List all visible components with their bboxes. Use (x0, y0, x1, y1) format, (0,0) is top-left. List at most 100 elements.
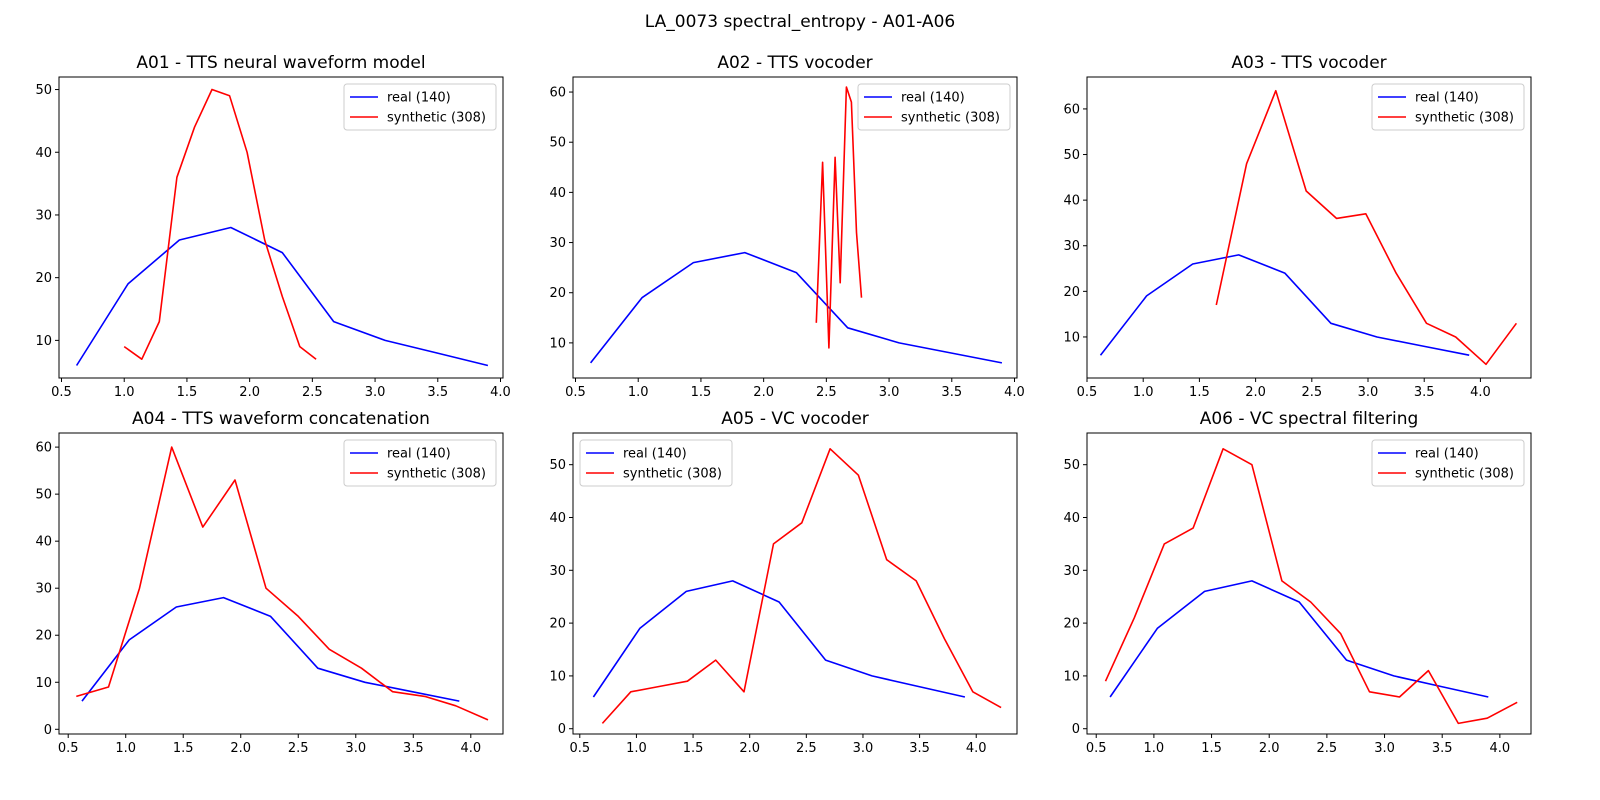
y-tick-label: 30 (549, 564, 566, 579)
legend-label: synthetic (308) (901, 111, 1000, 126)
panel-title: A05 - VC vocoder (721, 409, 869, 429)
legend: real (140) synthetic (308) (1371, 439, 1525, 487)
x-tick-label: 1.5 (691, 385, 712, 400)
x-tick-label: 3.0 (879, 385, 900, 400)
y-tick-label: 10 (549, 669, 566, 684)
panel-6: A06 - VC spectral filtering 0.5 1.0 1.5 2.0 2… (1063, 409, 1532, 756)
y-tick-label: 30 (1063, 564, 1080, 579)
series-line-synthetic (76, 446, 489, 721)
x-tick-label: 4.0 (1490, 741, 1511, 756)
x-tick-label: 0.5 (51, 385, 72, 400)
series-line-synthetic (601, 447, 1002, 724)
y-tick-label: 40 (35, 535, 52, 550)
legend: real (140) synthetic (308) (1371, 83, 1525, 131)
x-tick-label: 4.0 (1470, 385, 1491, 400)
y-tick-label: 60 (549, 86, 566, 101)
x-tick-label: 2.5 (288, 741, 309, 756)
y-tick-label: 40 (1063, 194, 1080, 209)
legend: real (140) synthetic (308) (857, 83, 1011, 131)
panel-title: A01 - TTS neural waveform model (136, 53, 425, 73)
y-tick-label: 20 (1063, 285, 1080, 300)
y-tick-label: 40 (549, 186, 566, 201)
legend-box (579, 439, 733, 487)
x-tick-label: 3.5 (909, 741, 930, 756)
x-tick-label: 2.5 (1317, 741, 1338, 756)
x-tick-label: 0.5 (1086, 741, 1107, 756)
legend-label: synthetic (308) (623, 467, 722, 482)
legend-label: synthetic (308) (1415, 111, 1514, 126)
y-tick-label: 30 (1063, 239, 1080, 254)
axes-frame (1086, 432, 1532, 735)
x-tick-label: 2.0 (1259, 741, 1280, 756)
y-tick-label: 40 (1063, 511, 1080, 526)
series-line-synthetic (815, 86, 863, 349)
legend-box (1371, 439, 1525, 487)
y-tick-label: 60 (35, 441, 52, 456)
y-tick-label: 50 (35, 488, 52, 503)
series-line-real (592, 580, 966, 698)
y-tick-label: 0 (558, 722, 566, 737)
x-tick-label: 1.0 (1133, 385, 1154, 400)
panel-1: A01 - TTS neural waveform model 0.5 1.0 1.5… (35, 53, 510, 400)
legend-label: synthetic (308) (387, 111, 486, 126)
legend: real (140) synthetic (308) (343, 83, 497, 131)
x-tick-label: 0.5 (565, 385, 586, 400)
panel-3: A03 - TTS vocoder 0.5 1.0 1.5 2.0 2.5 3.0 3.5 4.… (1063, 53, 1532, 400)
x-tick-label: 2.5 (816, 385, 837, 400)
x-tick-label: 1.0 (626, 741, 647, 756)
y-tick-label: 10 (549, 336, 566, 351)
axes-frame (58, 76, 504, 379)
y-tick-label: 50 (1063, 148, 1080, 163)
x-tick-label: 1.5 (177, 385, 198, 400)
x-tick-label: 2.5 (1301, 385, 1322, 400)
legend-label: real (140) (387, 447, 451, 462)
legend-box (343, 439, 497, 487)
y-tick-label: 50 (549, 458, 566, 473)
series-line-synthetic (1215, 89, 1518, 366)
y-tick-label: 50 (35, 83, 52, 98)
x-tick-label: 3.5 (1414, 385, 1435, 400)
y-tick-label: 40 (549, 511, 566, 526)
x-tick-label: 3.0 (853, 741, 874, 756)
y-tick-label: 20 (35, 629, 52, 644)
y-tick-label: 20 (1063, 617, 1080, 632)
legend-label: real (140) (623, 447, 687, 462)
x-tick-label: 1.0 (114, 385, 135, 400)
x-tick-label: 1.0 (1144, 741, 1165, 756)
series-line-synthetic (1104, 447, 1518, 725)
x-tick-label: 2.0 (739, 741, 760, 756)
panel-2: A02 - TTS vocoder 0.5 1.0 1.5 2.0 2.5 3.0 3.5 4.… (549, 53, 1024, 400)
x-tick-label: 3.0 (1374, 741, 1395, 756)
x-tick-label: 1.0 (115, 741, 136, 756)
x-tick-label: 2.0 (1245, 385, 1266, 400)
x-tick-label: 0.5 (58, 741, 79, 756)
series-line-real (81, 596, 460, 702)
y-tick-label: 30 (549, 236, 566, 251)
legend-box (343, 83, 497, 131)
y-tick-label: 10 (35, 676, 52, 691)
panel-title: A02 - TTS vocoder (717, 53, 872, 73)
axes-frame (572, 432, 1018, 735)
x-tick-label: 2.0 (753, 385, 774, 400)
legend: real (140) synthetic (308) (343, 439, 497, 487)
legend-box (1371, 83, 1525, 131)
x-tick-label: 4.0 (460, 741, 481, 756)
y-tick-label: 50 (1063, 458, 1080, 473)
x-tick-label: 3.0 (365, 385, 386, 400)
x-tick-label: 3.5 (403, 741, 424, 756)
x-tick-label: 3.0 (1358, 385, 1379, 400)
y-tick-label: 10 (1063, 669, 1080, 684)
x-tick-label: 0.5 (569, 741, 590, 756)
figure-title: LA_0073 spectral_entropy - A01-A06 (644, 12, 956, 32)
series-line-real (1099, 254, 1470, 356)
y-tick-label: 30 (35, 582, 52, 597)
series-line-real (589, 251, 1003, 364)
x-tick-label: 0.5 (1077, 385, 1098, 400)
x-tick-label: 3.5 (1432, 741, 1453, 756)
legend: real (140) synthetic (308) (579, 439, 733, 487)
y-tick-label: 20 (549, 286, 566, 301)
x-tick-label: 2.0 (239, 385, 260, 400)
panel-4: A04 - TTS waveform concatenation 0.5 1.0 1.… (35, 409, 504, 756)
panel-title: A06 - VC spectral filtering (1200, 409, 1419, 429)
